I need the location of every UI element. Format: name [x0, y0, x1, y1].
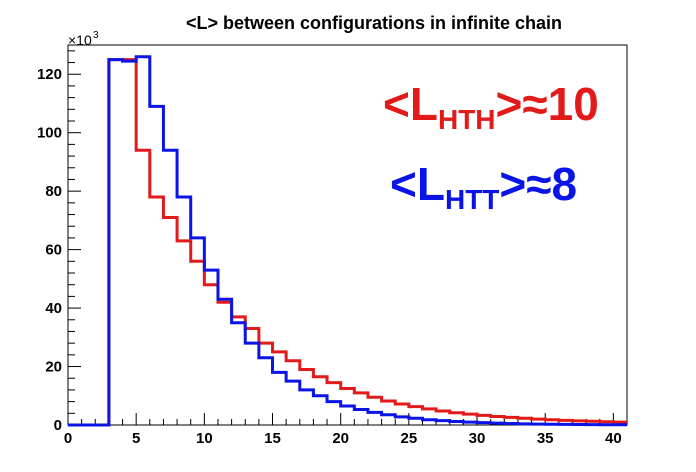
annotation-tail: >≈8 [499, 158, 577, 210]
annotation-main: <L [390, 158, 445, 210]
x-tick-label: 35 [537, 430, 554, 447]
annotation-subscript: HTH [438, 104, 496, 135]
x-tick-label: 10 [196, 430, 213, 447]
histogram-series-2 [68, 55, 627, 427]
y-tick-label: 60 [45, 242, 62, 259]
annotation-1: <LHTH>≈10 [383, 78, 599, 135]
annotation-subscript: HTT [445, 184, 499, 215]
annotation-2: <LHTT>≈8 [390, 158, 577, 215]
annotations: <LHTH>≈10<LHTT>≈8 [383, 78, 599, 215]
histogram-series-1 [68, 58, 627, 427]
y-multiplier-base: ×10 [68, 32, 92, 48]
x-tick-label: 40 [605, 430, 622, 447]
x-tick-label: 20 [332, 430, 349, 447]
x-tick-label: 5 [132, 430, 140, 447]
annotation-main: <L [383, 78, 438, 130]
y-tick-label: 20 [45, 359, 62, 376]
y-tick-label: 80 [45, 183, 62, 200]
plot-frame [67, 44, 628, 426]
chart-title: <L> between configurations in infinite c… [186, 13, 562, 33]
y-multiplier-exponent: 3 [93, 30, 99, 41]
y-tick-label: 0 [54, 417, 62, 434]
annotation-tail: >≈10 [496, 78, 599, 130]
x-tick-label: 15 [264, 430, 281, 447]
plot-area: 0 20 40 60 80 100 120 0 5 10 15 20 25 30 35 40 [37, 44, 628, 447]
x-tick-label: 25 [401, 430, 418, 447]
y-tick-label: 120 [37, 66, 62, 83]
x-tick-label: 0 [64, 430, 72, 447]
y-tick-label: 100 [37, 125, 62, 142]
y-axis-multiplier: ×10 3 [68, 30, 99, 48]
x-tick-label: 30 [469, 430, 486, 447]
y-tick-label: 40 [45, 300, 62, 317]
